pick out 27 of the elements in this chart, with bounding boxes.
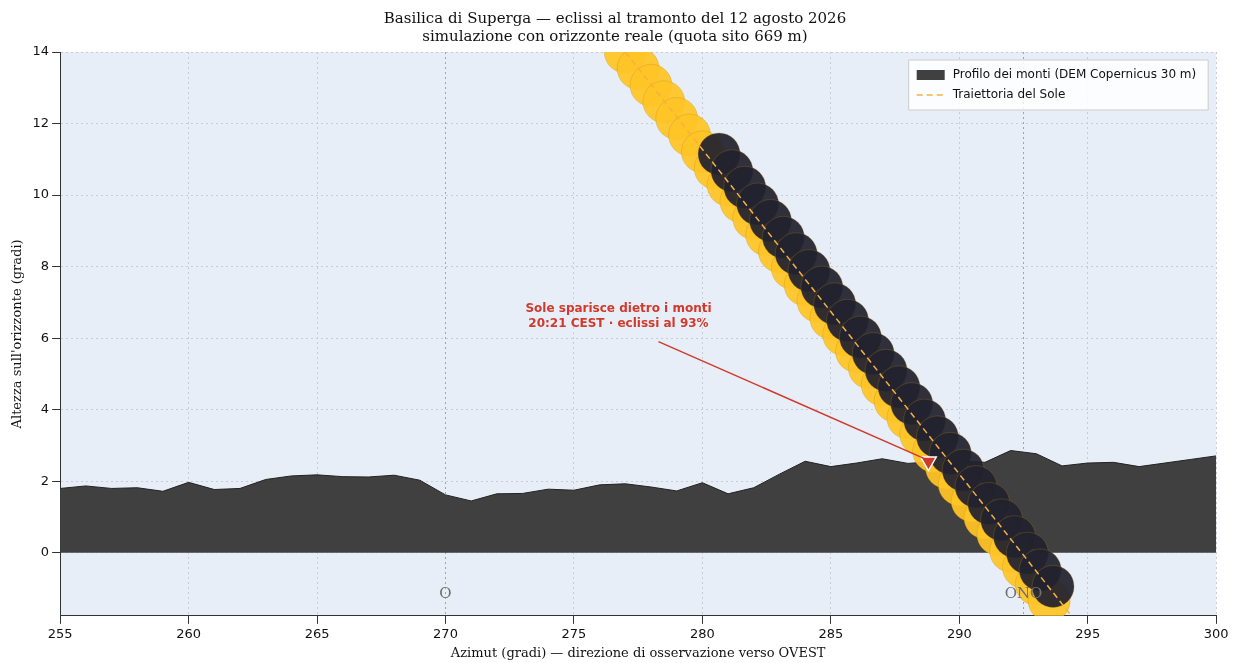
x-tick-label: 260 xyxy=(176,625,202,641)
annotation: Sole sparisce dietro i monti 20:21 CEST · eclissi al 93% xyxy=(525,300,712,330)
y-tick-label: 14 xyxy=(32,43,50,59)
ref-line-label: ONO xyxy=(1004,583,1043,602)
y-tick-label: 12 xyxy=(32,114,50,130)
y-tick-label: 4 xyxy=(40,401,50,417)
legend-label: Profilo dei monti (DEM Copernicus 30 m) xyxy=(952,67,1197,82)
chart-subtitle: simulazione con orizzonte reale (quota sito 669 m) xyxy=(422,26,808,45)
x-axis-title: Azimut (gradi) — direzione di osservazione verso OVEST xyxy=(449,644,826,660)
ref-line-label: O xyxy=(439,583,452,602)
x-tick-label: 300 xyxy=(1203,625,1229,641)
y-axis-title: Altezza sull'orizzonte (gradi) xyxy=(9,239,25,430)
x-tick-label: 280 xyxy=(689,625,715,641)
x-tick-label: 295 xyxy=(1075,625,1101,641)
legend-label: Traiettoria del Sole xyxy=(951,87,1066,102)
x-tick-label: 255 xyxy=(47,625,73,641)
y-tick-label: 8 xyxy=(40,258,50,274)
x-tick-label: 270 xyxy=(433,625,458,641)
x-tick-label: 265 xyxy=(304,625,330,641)
x-tick-label: 290 xyxy=(946,625,972,641)
y-tick-label: 0 xyxy=(40,544,50,560)
x-tick-label: 275 xyxy=(561,625,587,641)
y-tick-label: 2 xyxy=(40,472,50,488)
y-tick-label: 10 xyxy=(32,186,50,202)
x-tick-label: 285 xyxy=(818,625,844,641)
y-tick-label: 6 xyxy=(40,329,50,345)
chart-title: Basilica di Superga — eclissi al tramonto del 12 agosto 2026 xyxy=(383,8,847,27)
